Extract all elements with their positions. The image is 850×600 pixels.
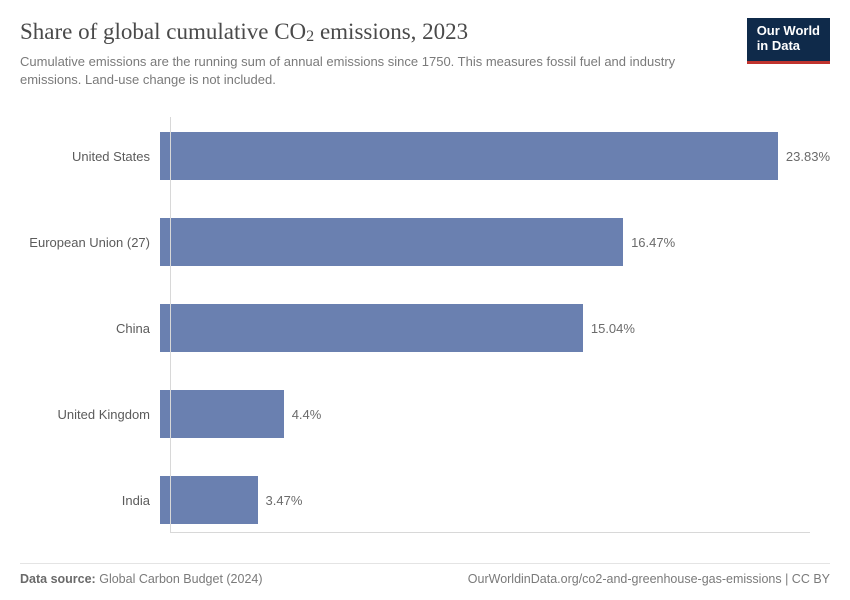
- bar: [160, 390, 284, 438]
- bar: [160, 132, 778, 180]
- owid-logo: Our World in Data: [747, 18, 830, 64]
- bar-track: 23.83%: [160, 117, 830, 195]
- category-label: United Kingdom: [20, 407, 160, 422]
- bar: [160, 218, 623, 266]
- bar-row: China 15.04%: [20, 289, 830, 367]
- footer: Data source: Global Carbon Budget (2024)…: [20, 563, 830, 586]
- value-label: 15.04%: [591, 321, 635, 336]
- source-value: Global Carbon Budget (2024): [99, 572, 262, 586]
- bar-row: European Union (27) 16.47%: [20, 203, 830, 281]
- attribution: OurWorldinData.org/co2-and-greenhouse-ga…: [468, 572, 830, 586]
- chart-area: United States 23.83% European Union (27)…: [20, 117, 830, 547]
- bar-row: India 3.47%: [20, 461, 830, 539]
- bar-track: 4.4%: [160, 375, 830, 453]
- chart-title: Share of global cumulative CO2 emissions…: [20, 18, 731, 47]
- value-label: 3.47%: [266, 493, 303, 508]
- category-label: European Union (27): [20, 235, 160, 250]
- category-label: United States: [20, 149, 160, 164]
- data-source: Data source: Global Carbon Budget (2024): [20, 572, 263, 586]
- bar-row: United Kingdom 4.4%: [20, 375, 830, 453]
- category-label: India: [20, 493, 160, 508]
- bar-track: 15.04%: [160, 289, 830, 367]
- bar: [160, 476, 258, 524]
- source-label: Data source:: [20, 572, 96, 586]
- value-label: 16.47%: [631, 235, 675, 250]
- bar-track: 3.47%: [160, 461, 830, 539]
- value-label: 23.83%: [786, 149, 830, 164]
- bar-row: United States 23.83%: [20, 117, 830, 195]
- y-axis-line: [170, 117, 171, 533]
- x-axis-line: [170, 532, 810, 533]
- title-block: Share of global cumulative CO2 emissions…: [20, 18, 747, 89]
- chart-subtitle: Cumulative emissions are the running sum…: [20, 53, 731, 89]
- bar-track: 16.47%: [160, 203, 830, 281]
- category-label: China: [20, 321, 160, 336]
- value-label: 4.4%: [292, 407, 322, 422]
- bar: [160, 304, 583, 352]
- header: Share of global cumulative CO2 emissions…: [20, 18, 830, 89]
